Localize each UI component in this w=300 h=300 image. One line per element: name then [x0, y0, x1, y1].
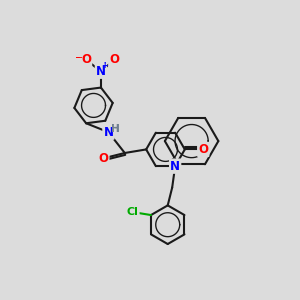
Text: N: N: [96, 65, 106, 78]
Text: −: −: [76, 53, 84, 63]
Text: +: +: [101, 61, 108, 70]
Text: O: O: [98, 152, 108, 165]
Text: O: O: [109, 53, 119, 66]
Text: Cl: Cl: [127, 207, 139, 217]
Text: H: H: [111, 124, 119, 134]
Text: H: H: [111, 124, 119, 134]
Text: N: N: [103, 126, 113, 139]
Text: N: N: [170, 160, 180, 173]
Text: N: N: [103, 126, 113, 139]
Text: N: N: [96, 65, 106, 78]
Text: Cl: Cl: [127, 207, 139, 217]
Text: −: −: [76, 53, 84, 63]
Text: +: +: [101, 61, 108, 70]
Text: O: O: [198, 143, 208, 156]
Text: O: O: [98, 152, 108, 165]
Text: O: O: [198, 143, 208, 156]
Text: O: O: [109, 53, 119, 66]
Text: O: O: [81, 53, 91, 66]
Text: O: O: [81, 53, 91, 66]
Text: N: N: [170, 160, 180, 173]
